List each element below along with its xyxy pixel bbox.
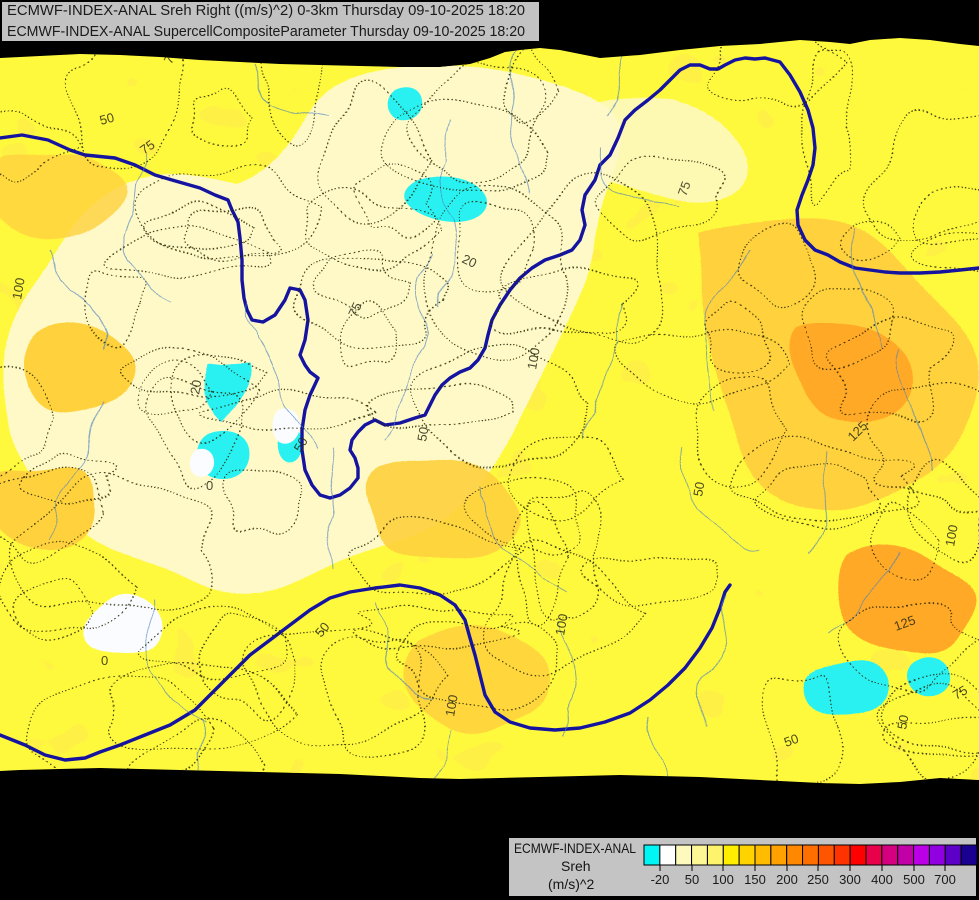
svg-text:50: 50 bbox=[894, 714, 911, 731]
svg-text:ECMWF-INDEX-ANAL: ECMWF-INDEX-ANAL bbox=[514, 840, 636, 856]
svg-text:400: 400 bbox=[871, 872, 893, 887]
svg-text:20: 20 bbox=[187, 379, 204, 396]
svg-text:200: 200 bbox=[776, 872, 798, 887]
svg-text:50: 50 bbox=[414, 426, 431, 443]
svg-text:300: 300 bbox=[839, 872, 861, 887]
svg-text:(m/s)^2: (m/s)^2 bbox=[548, 876, 594, 892]
svg-text:ECMWF-INDEX-ANAL SupercellComp: ECMWF-INDEX-ANAL SupercellCompositeParam… bbox=[7, 23, 525, 40]
svg-text:100: 100 bbox=[712, 872, 734, 887]
svg-text:0: 0 bbox=[206, 478, 213, 493]
svg-text:ECMWF-INDEX-ANAL Sreh Right ((: ECMWF-INDEX-ANAL Sreh Right ((m/s)^2) 0-… bbox=[7, 2, 525, 19]
svg-text:500: 500 bbox=[903, 872, 925, 887]
svg-text:700: 700 bbox=[934, 872, 956, 887]
svg-text:150: 150 bbox=[744, 872, 766, 887]
svg-text:50: 50 bbox=[685, 872, 699, 887]
svg-text:-20: -20 bbox=[651, 872, 670, 887]
svg-text:50: 50 bbox=[690, 481, 707, 498]
svg-text:Sreh: Sreh bbox=[561, 858, 591, 874]
svg-text:0: 0 bbox=[101, 653, 108, 668]
svg-text:250: 250 bbox=[807, 872, 829, 887]
